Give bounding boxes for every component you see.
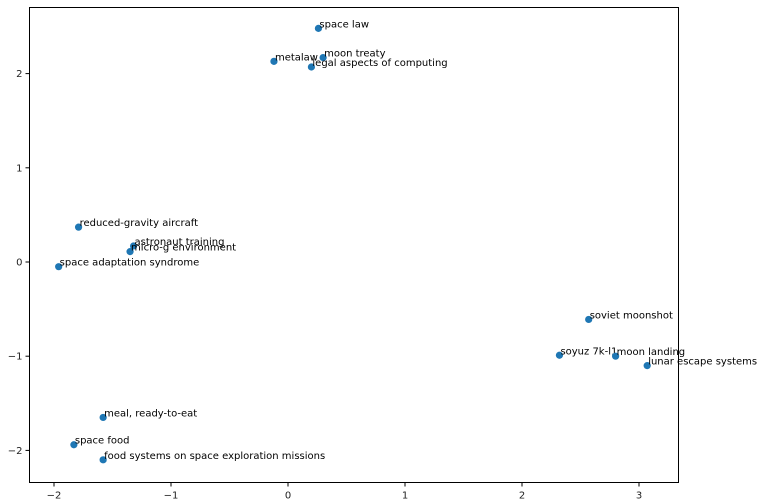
point-label: soyuz 7k-l1 xyxy=(560,346,617,357)
y-tick-label: 1 xyxy=(16,163,22,174)
data-point: food systems on space exploration missio… xyxy=(99,451,325,464)
marker-dot xyxy=(612,352,620,360)
point-label: soviet moonshot xyxy=(590,310,673,321)
marker-dot xyxy=(74,223,83,231)
marker-dot xyxy=(129,242,138,250)
x-tick-label: 3 xyxy=(636,491,642,500)
data-point: lunar escape systems xyxy=(643,357,757,370)
y-tick-label: 0 xyxy=(16,258,22,269)
marker-dot xyxy=(99,456,107,464)
point-label: moon landing xyxy=(617,347,686,358)
data-point: space food xyxy=(70,436,130,449)
x-tick-label: 1 xyxy=(402,491,408,500)
data-point: soyuz 7k-l1 xyxy=(555,346,617,359)
point-label: legal aspects of computing xyxy=(312,58,447,69)
marker-dot xyxy=(126,248,134,256)
point-label: moon treaty xyxy=(324,49,386,60)
point-label: space law xyxy=(319,19,369,30)
y-tick-label: 2 xyxy=(16,69,22,80)
axes-frame xyxy=(29,7,679,483)
marker-dot xyxy=(70,441,78,449)
data-point: space law xyxy=(314,19,369,32)
point-label: food systems on space exploration missio… xyxy=(104,451,325,462)
axis-ticks: −2 −1 0 1 2 3 −2 −1 0 1 2 xyxy=(8,69,642,500)
marker-dot xyxy=(585,315,593,324)
x-tick-label: −2 xyxy=(47,491,62,500)
point-label: space adaptation syndrome xyxy=(60,258,200,269)
marker-dot xyxy=(319,53,327,62)
data-point: astronaut training xyxy=(129,237,225,250)
point-label: reduced-gravity aircraft xyxy=(80,218,199,229)
marker-dot xyxy=(55,263,63,271)
marker-dot xyxy=(314,24,323,32)
point-label: lunar escape systems xyxy=(648,357,757,368)
point-label: metalaw xyxy=(275,52,318,63)
point-label: space food xyxy=(75,436,130,447)
data-point: reduced-gravity aircraft xyxy=(74,218,199,231)
point-label: micro-g environment xyxy=(131,243,236,254)
data-point: soviet moonshot xyxy=(585,310,673,324)
data-point: moon treaty xyxy=(319,49,386,62)
marker-dot xyxy=(643,362,651,370)
data-point: space adaptation syndrome xyxy=(55,258,199,271)
data-point: moon landing xyxy=(612,347,685,360)
y-tick-label: −2 xyxy=(8,446,23,457)
data-point: micro-g environment xyxy=(126,243,236,256)
point-label: meal, ready-to-eat xyxy=(104,408,197,419)
y-tick-label: −1 xyxy=(8,352,23,363)
x-tick-label: 0 xyxy=(285,491,291,500)
data-point: meal, ready-to-eat xyxy=(99,408,197,422)
point-label: astronaut training xyxy=(135,237,225,248)
marker-dot xyxy=(555,351,564,359)
marker-dot xyxy=(270,57,278,65)
marker-dot xyxy=(99,413,107,422)
data-point: legal aspects of computing xyxy=(307,58,448,71)
x-tick-label: −1 xyxy=(164,491,179,500)
data-point: metalaw xyxy=(270,52,318,65)
x-tick-label: 2 xyxy=(519,491,525,500)
marker-dot xyxy=(307,63,315,71)
